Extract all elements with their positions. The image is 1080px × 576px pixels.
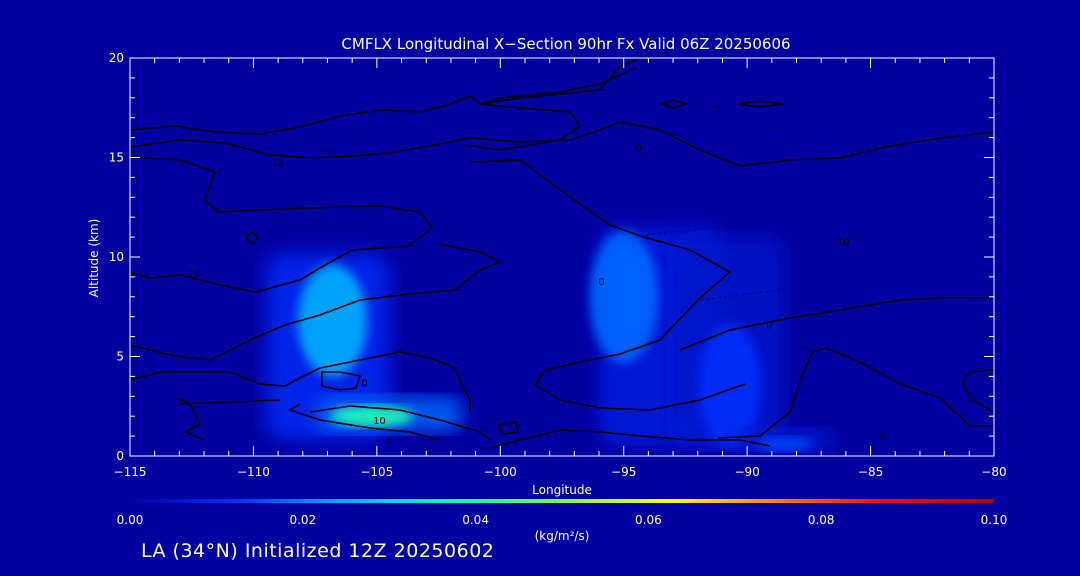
- colorbar-unit-label: (kg/m²/s): [535, 529, 590, 543]
- dashed-contours: [559, 99, 994, 301]
- contour-line: [717, 347, 994, 439]
- contour-line: [479, 67, 636, 105]
- x-tick-label: −105: [360, 465, 393, 479]
- contour-label: 10: [272, 157, 285, 168]
- colorbar: [130, 499, 994, 503]
- contour-line: [679, 297, 994, 351]
- contour-line: [175, 397, 281, 441]
- colorbar-tick-label: 0.10: [981, 513, 1008, 527]
- x-tick-label: −110: [237, 465, 270, 479]
- initialization-footer: LA (34°N) Initialized 12Z 20250602: [141, 540, 495, 562]
- x-tick-label: −90: [734, 465, 759, 479]
- contour-lines: [130, 58, 994, 449]
- contour-line: [961, 369, 994, 413]
- contour-label: 10: [373, 416, 386, 427]
- dashed-contour-line: [699, 239, 994, 301]
- contour-line: [463, 103, 582, 151]
- x-tick-label: −115: [114, 465, 147, 479]
- dashed-contour-line: [559, 99, 994, 173]
- shaded-regions: [265, 227, 834, 453]
- shaded-region-core: [330, 405, 414, 427]
- x-tick-label: −95: [611, 465, 636, 479]
- colorbar-tick-label: 0.06: [635, 513, 662, 527]
- contour-label: 0: [714, 104, 720, 115]
- contour-label: 0: [880, 432, 886, 443]
- y-axis-label: Altitude (km): [87, 219, 101, 298]
- x-tick-label: −85: [858, 465, 883, 479]
- contour-line: [130, 156, 434, 293]
- shaded-region-core: [698, 323, 761, 450]
- x-tick-label: −100: [484, 465, 517, 479]
- plot-frame: [129, 57, 995, 457]
- contour-label: 0: [766, 321, 772, 332]
- y-tick-label: 20: [109, 51, 124, 65]
- y-tick-label: 10: [109, 250, 124, 264]
- contour-line: [130, 121, 994, 167]
- contour-label: 0: [598, 277, 604, 288]
- shaded-region-core: [297, 264, 367, 377]
- contour-label: 0: [635, 144, 641, 155]
- contour-line: [659, 99, 689, 109]
- dashed-contour-line: [639, 169, 994, 237]
- y-tick-label: 5: [116, 350, 124, 364]
- contour-label: 0: [386, 436, 392, 447]
- shaded-region-core: [756, 436, 812, 452]
- colorbar-tick-label: 0.04: [462, 513, 489, 527]
- contour-line: [737, 100, 785, 108]
- shaded-region-core: [589, 231, 659, 363]
- y-tick-label: 0: [116, 449, 124, 463]
- chart-title: CMFLX Longitudinal X−Section 90hr Fx Val…: [341, 35, 790, 53]
- colorbar-tick-label: 0.02: [289, 513, 316, 527]
- contour-line: [130, 351, 471, 412]
- y-axis: 0 5 10 15 20: [109, 51, 994, 463]
- colorbar-ticks: 0.00 0.02 0.04 0.06 0.08 0.10: [117, 513, 1008, 527]
- colorbar-tick-label: 0.00: [117, 513, 144, 527]
- contour-label: 0: [361, 378, 367, 389]
- colorbar-tick-label: 0.08: [808, 513, 835, 527]
- x-tick-label: −80: [981, 465, 1006, 479]
- x-axis: −115 −110 −105 −100 −95 −90 −85 −80: [114, 58, 1007, 479]
- contour-line: [321, 371, 362, 391]
- contour-line: [489, 429, 771, 449]
- contour-line: [309, 405, 491, 441]
- contour-label: 10: [837, 237, 850, 248]
- contour-line: [288, 403, 441, 441]
- contour-line: [496, 421, 519, 435]
- x-axis-label: Longitude: [532, 483, 592, 497]
- contour-line: [469, 159, 746, 411]
- contour-line: [130, 243, 502, 361]
- contour-label: 10: [188, 269, 201, 280]
- y-tick-label: 15: [109, 151, 124, 165]
- contour-line: [244, 230, 260, 246]
- dashed-contour-line: [599, 119, 994, 197]
- contour-line: [130, 58, 641, 135]
